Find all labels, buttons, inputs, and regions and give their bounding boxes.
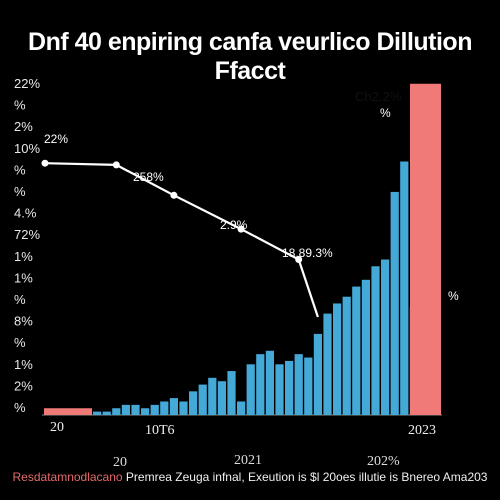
y-tick-label: 22% (14, 76, 40, 91)
footer-accent: Resdatamnodlacano (12, 470, 123, 484)
bar-blue (381, 259, 390, 415)
bar-blue (189, 391, 198, 415)
y-tick-label: 72% (14, 227, 40, 242)
y-tick-label: % (14, 162, 26, 177)
bar-blue (93, 411, 102, 415)
y-tick-label: % (14, 400, 26, 415)
bar-red (80, 408, 92, 415)
bar-red (68, 408, 80, 415)
annotation-label: Ch2.2% (355, 89, 402, 104)
trend-point (112, 161, 120, 169)
y-tick-label: 10% (14, 141, 40, 156)
annotation-label: 18.89.3% (282, 246, 333, 260)
bar-blue (294, 354, 303, 415)
bar-blue (217, 381, 226, 415)
footer-text: Premrea Zeuga infnal, Exeution is (125, 470, 307, 484)
footer-tail: $l 20oes illutie is Bnereo Ama203 (310, 470, 488, 484)
annotation-label: 258% (133, 170, 164, 184)
bar-blue (102, 411, 111, 415)
bar-blue (361, 279, 370, 415)
y-tick-labels: 22%% 2% 10%%% 4.% 72% 1% 1%% 8%% 1% 2%% (14, 76, 40, 415)
trend-point (237, 225, 245, 233)
bar-blue (323, 313, 332, 415)
annotation-label: % (380, 106, 391, 120)
y-tick-label: % (14, 292, 26, 307)
bar-blue (141, 408, 150, 415)
bar-red (410, 83, 441, 415)
y-tick-label: 1% (14, 270, 33, 285)
footer-caption: Resdatamnodlacano Premrea Zeuga infnal, … (0, 470, 500, 484)
bar-blue (265, 350, 274, 415)
annotation-label: 2.9% (220, 218, 248, 232)
y-tick-label: 2% (14, 119, 33, 134)
y-tick-label: 4.% (14, 206, 37, 221)
bar-blue (390, 191, 399, 415)
y-tick-label: 2% (14, 378, 33, 393)
line-series (41, 159, 319, 318)
bar-blue (400, 161, 409, 415)
trend-point (170, 191, 178, 199)
x-tick-label-secondary: 2021 (234, 453, 262, 468)
bar-series (44, 83, 441, 415)
bar-blue (169, 398, 178, 415)
x-tick-label-secondary: 202% (367, 454, 400, 469)
y-tick-label: % (14, 335, 26, 350)
bar-blue (285, 360, 294, 415)
bar-blue (352, 286, 361, 415)
y-tick-label: 8% (14, 314, 33, 329)
bar-red (44, 408, 56, 415)
trend-point (295, 256, 303, 264)
bar-blue (342, 296, 351, 415)
bar-blue (313, 333, 322, 415)
bar-blue (333, 303, 342, 415)
annotation-label: 22% (44, 132, 68, 146)
bar-blue (208, 377, 217, 415)
bar-blue (179, 401, 188, 415)
annotation-label: % (448, 289, 459, 303)
bar-blue (371, 266, 380, 415)
bar-red (56, 408, 68, 415)
trend-point (41, 159, 49, 167)
y-tick-label: 1% (14, 249, 33, 264)
bar-blue (275, 364, 284, 415)
trend-line (44, 162, 319, 318)
bar-blue (131, 404, 140, 415)
bar-blue (112, 408, 121, 415)
bar-blue (227, 371, 236, 415)
bar-blue (304, 357, 313, 415)
bar-blue (160, 401, 169, 415)
x-tick-label: 20 (50, 420, 64, 435)
bar-blue (256, 354, 265, 415)
bar-blue (150, 404, 159, 415)
y-tick-label: % (14, 98, 26, 113)
bar-blue (237, 401, 246, 415)
x-tick-label-secondary: 20 (113, 455, 127, 470)
bar-blue (246, 364, 255, 415)
x-tick-label: 2023 (408, 423, 436, 438)
annotations: 22% 258% 2.9% 18.89.3% Ch2.2%%% (44, 89, 459, 303)
y-tick-label: % (14, 184, 26, 199)
bar-blue (198, 384, 207, 415)
chart-title: Dnf 40 enpiring canfa veurlico Dillution… (28, 28, 472, 85)
bar-blue (121, 404, 130, 415)
x-tick-labels: 20 10T6 2023 20 2021 202% (50, 420, 436, 470)
y-tick-label: 1% (14, 357, 33, 372)
x-tick-label: 10T6 (145, 423, 175, 438)
